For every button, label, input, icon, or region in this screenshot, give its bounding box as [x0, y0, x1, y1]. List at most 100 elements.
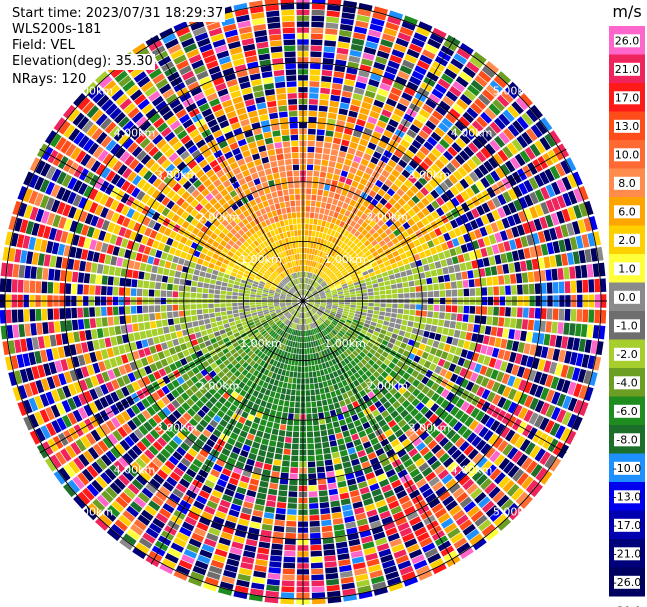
range-gate — [307, 242, 311, 248]
range-gate — [256, 333, 263, 340]
range-gate — [323, 405, 329, 412]
range-gate — [481, 500, 495, 513]
range-gate — [351, 275, 358, 281]
range-gate — [215, 280, 222, 286]
range-gate — [368, 514, 380, 524]
range-gate — [352, 350, 359, 357]
range-gate — [126, 269, 133, 278]
range-gate — [47, 308, 54, 320]
range-gate — [305, 266, 308, 272]
range-gate — [34, 192, 44, 207]
range-gate — [414, 279, 421, 286]
range-gate — [246, 341, 253, 347]
range-gate — [453, 264, 461, 273]
range-gate — [237, 373, 245, 381]
range-gate — [263, 289, 269, 293]
range-gate — [166, 382, 175, 392]
range-gate — [274, 417, 281, 424]
range-gate — [381, 77, 394, 86]
range-gate — [558, 308, 565, 321]
range-gate — [240, 562, 254, 570]
range-gate — [133, 261, 141, 270]
range-gate — [140, 509, 154, 521]
range-gate — [359, 205, 367, 213]
range-gate — [316, 286, 322, 291]
range-gate — [402, 350, 410, 358]
range-gate — [223, 258, 230, 265]
range-gate — [30, 323, 37, 336]
range-gate — [545, 184, 556, 198]
range-gate — [325, 278, 331, 283]
range-gate — [339, 278, 346, 283]
range-gate — [317, 277, 322, 283]
range-gate — [0, 278, 6, 292]
range-gate — [401, 21, 416, 31]
range-gate — [408, 144, 419, 154]
range-gate — [54, 360, 63, 373]
range-gate — [253, 355, 260, 362]
range-gate — [480, 177, 491, 189]
range-gate — [191, 404, 200, 413]
range-gate — [380, 294, 386, 299]
range-gate — [444, 312, 451, 320]
range-gate — [100, 207, 109, 219]
range-gate — [324, 310, 330, 314]
range-gate — [545, 214, 554, 228]
range-gate — [308, 297, 314, 300]
range-gate — [252, 403, 260, 411]
range-gate — [197, 258, 204, 265]
range-gate — [266, 350, 272, 357]
range-gate — [328, 353, 334, 360]
range-gate — [412, 379, 421, 388]
range-gate — [375, 94, 387, 103]
range-gate — [288, 307, 294, 311]
range-gate — [122, 258, 129, 268]
range-gate — [107, 276, 114, 286]
range-gate — [155, 274, 163, 282]
range-gate — [161, 312, 167, 319]
range-gate — [239, 512, 251, 521]
range-gate — [174, 233, 183, 242]
range-gate — [459, 413, 470, 424]
range-gate — [213, 414, 222, 423]
range-gate — [511, 138, 523, 152]
range-gate — [427, 553, 442, 564]
range-gate — [461, 322, 468, 331]
range-gate — [191, 443, 202, 453]
range-gate — [236, 524, 248, 532]
range-gate — [272, 353, 278, 360]
range-gate — [434, 83, 447, 95]
range-gate — [368, 404, 377, 412]
range-gate — [245, 538, 258, 547]
range-gate — [360, 158, 369, 167]
range-gate — [446, 336, 453, 345]
range-gate — [322, 58, 334, 65]
range-gate — [320, 369, 325, 376]
range-gate — [412, 155, 423, 165]
range-gate — [411, 195, 420, 204]
range-gate — [41, 210, 50, 224]
range-gate — [349, 199, 357, 207]
range-gate — [349, 427, 357, 436]
range-gate — [533, 320, 540, 332]
range-gate — [383, 103, 395, 113]
range-gate — [474, 492, 487, 504]
range-gate — [321, 159, 329, 167]
range-gate — [528, 307, 535, 319]
range-gate — [285, 346, 290, 352]
range-gate — [309, 75, 320, 82]
range-gate — [257, 547, 270, 555]
range-gate — [415, 259, 423, 267]
range-gate — [407, 375, 416, 384]
range-gate — [326, 297, 333, 299]
range-gate — [157, 469, 168, 480]
range-gate — [505, 160, 516, 173]
range-gate — [238, 305, 244, 310]
range-gate — [355, 444, 364, 452]
range-gate — [416, 349, 424, 357]
range-gate — [324, 34, 337, 41]
range-gate — [83, 185, 93, 198]
range-gate — [310, 329, 313, 336]
range-gate — [391, 289, 398, 294]
range-gate — [350, 304, 356, 308]
